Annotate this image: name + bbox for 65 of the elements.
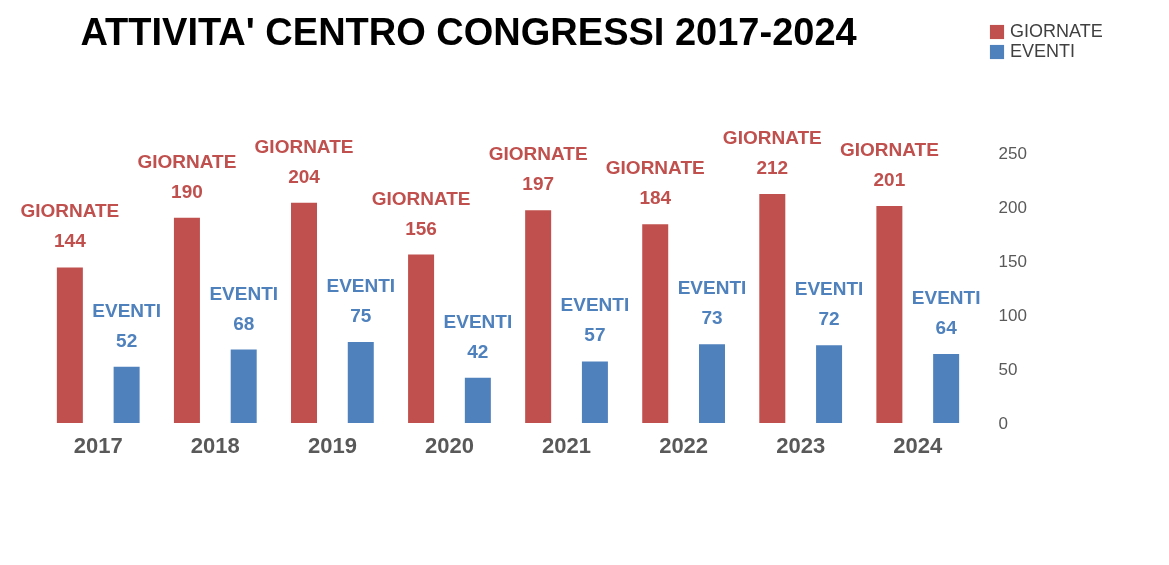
data-label: 190 [171,180,203,202]
x-tick-label: 2023 [776,432,826,458]
bar [56,267,83,423]
y-tick-label: 150 [998,251,1027,271]
text: EVENTI [443,310,513,332]
bar [933,353,960,423]
data-label: 212 [756,157,789,179]
data-label: 75 [350,305,372,326]
bar [816,345,843,423]
text: GIORNATE [839,138,939,160]
x-tick-label: 2021 [542,432,592,458]
bar [408,254,435,423]
text: EVENTI [911,286,981,308]
x-tick-label: 2020 [424,432,474,458]
y-tick-label: 0 [998,413,1008,433]
data-label: 64 [935,316,958,338]
bar [759,194,786,423]
y-tick-label: 100 [998,305,1027,325]
text: EVENTI [326,275,396,296]
y-tick-label: 50 [998,359,1018,379]
x-tick-label: 2024 [893,432,943,458]
bar [113,366,140,423]
data-label: 197 [522,173,555,195]
bar [698,344,725,423]
y-tick-label: 200 [998,197,1027,217]
data-label: 156 [405,217,437,239]
data-label: 52 [116,329,138,351]
x-tick-label: 2022 [659,432,709,458]
text: EVENTI [794,278,864,300]
chart-title: ATTIVITA' CENTRO CONGRESSI 2017-2024 [80,11,857,53]
bar [230,349,257,423]
text: GIORNATE [137,150,237,172]
x-tick-label: 2019 [307,432,357,458]
legend-label: GIORNATE [1010,21,1103,41]
text: GIORNATE [488,143,588,165]
text: EVENTI [677,277,747,299]
y-tick-label: 250 [998,143,1027,163]
data-label: 144 [54,230,87,252]
text: GIORNATE [371,187,471,209]
bar [642,224,669,423]
data-label: 204 [288,165,321,187]
text: EVENTI [560,294,630,316]
data-label: 57 [584,324,606,346]
bar [581,361,608,423]
x-tick-label: 2018 [190,432,240,458]
x-tick-label: 2017 [73,432,123,458]
text: GIORNATE [722,127,822,149]
data-label: 184 [639,187,672,209]
text: GIORNATE [605,157,705,179]
bar [173,217,200,423]
data-label: 72 [818,308,840,330]
bar [291,202,318,423]
text: EVENTI [209,282,279,304]
bar [525,210,552,423]
bar [347,342,374,423]
legend-label: EVENTI [1010,41,1076,61]
data-label: 42 [467,340,489,362]
data-label: 73 [701,307,723,329]
data-label: 68 [233,312,255,334]
text: GIORNATE [20,200,120,222]
text: GIORNATE [254,135,354,157]
bar [876,205,903,423]
text: EVENTI [92,299,161,321]
bar [464,377,491,423]
data-label: 201 [873,168,906,190]
